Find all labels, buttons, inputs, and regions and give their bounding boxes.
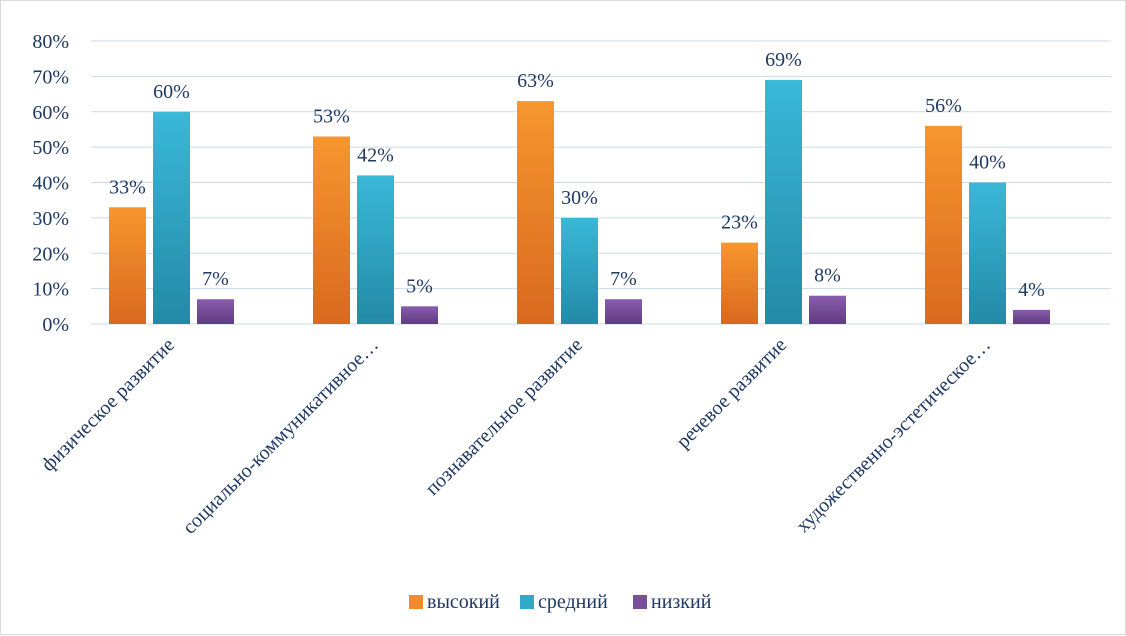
- data-label: 40%: [969, 152, 1006, 174]
- y-tick-label: 50%: [32, 137, 69, 159]
- legend-label: низкий: [651, 591, 712, 613]
- bar: [517, 101, 554, 324]
- data-labels: 33% 60% 7% 53% 42% 5% 63% 30% 7% 23% 69% 8% 56% 40% 4%: [109, 49, 1045, 301]
- data-label: 30%: [561, 187, 598, 209]
- data-label: 53%: [313, 106, 350, 128]
- y-tick-label: 10%: [32, 279, 69, 301]
- data-label: 60%: [153, 81, 190, 103]
- bar: [809, 295, 846, 324]
- bar: [153, 111, 190, 324]
- legend-label: высокий: [427, 591, 500, 613]
- y-tick-label: 30%: [32, 208, 69, 230]
- bar: [561, 217, 598, 324]
- bar: [721, 242, 758, 324]
- data-label: 5%: [406, 275, 433, 297]
- x-axis-categories: физическое развитие социально-коммуникати…: [37, 334, 995, 539]
- bar: [313, 136, 350, 324]
- data-label: 69%: [765, 49, 802, 71]
- bar: [605, 299, 642, 324]
- data-label: 23%: [721, 212, 758, 234]
- data-label: 56%: [925, 95, 962, 117]
- y-tick-label: 80%: [32, 31, 69, 53]
- data-label: 42%: [357, 144, 394, 166]
- y-tick-label: 20%: [32, 243, 69, 265]
- legend-swatch: [520, 595, 534, 609]
- gridlines: [91, 40, 1111, 325]
- bar: [197, 299, 234, 324]
- category-label: речевое развитие: [672, 334, 791, 453]
- data-label: 4%: [1018, 279, 1045, 301]
- category-label: физическое развитие: [37, 334, 179, 476]
- bar: [1013, 309, 1050, 324]
- bars: [109, 79, 1050, 325]
- bar: [109, 207, 146, 324]
- y-tick-label: 40%: [32, 173, 69, 195]
- bar: [765, 79, 802, 324]
- data-label: 33%: [109, 176, 146, 198]
- data-label: 63%: [517, 70, 554, 92]
- data-label: 7%: [610, 268, 637, 290]
- legend-swatch: [409, 595, 423, 609]
- legend-swatch: [633, 595, 647, 609]
- y-axis-ticks: 0% 10% 20% 30% 40% 50% 60% 70% 80%: [32, 31, 69, 336]
- bar: [969, 182, 1006, 324]
- bar: [401, 306, 438, 324]
- y-tick-label: 60%: [32, 102, 69, 124]
- category-label: познавательное развитие: [421, 334, 587, 500]
- legend: высокий средний низкий: [409, 591, 712, 613]
- data-label: 7%: [202, 268, 229, 290]
- data-label: 8%: [814, 265, 841, 287]
- legend-label: средний: [538, 591, 608, 613]
- y-tick-label: 0%: [42, 314, 69, 336]
- bar: [357, 175, 394, 324]
- category-label: социально-коммуникативное…: [178, 334, 383, 539]
- y-tick-label: 70%: [32, 66, 69, 88]
- category-label: художественно-эстетическое…: [792, 334, 995, 537]
- bar: [925, 125, 962, 325]
